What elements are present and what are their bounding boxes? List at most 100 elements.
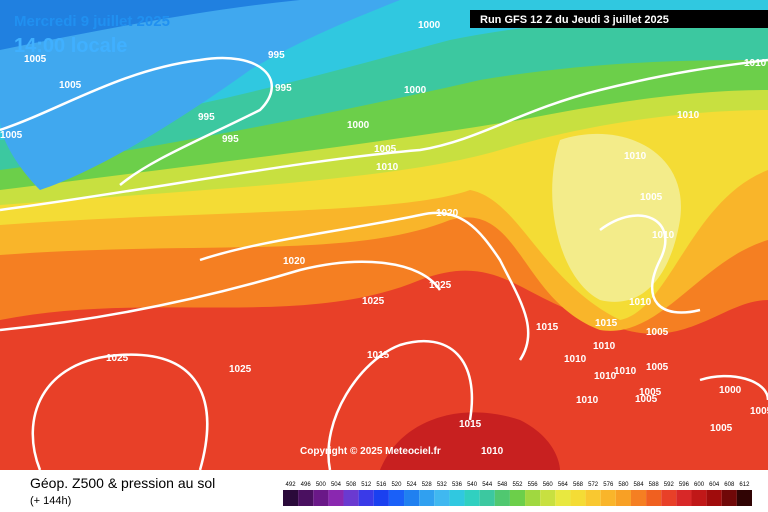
scale-label: 576 [603,482,614,488]
scale-swatch [298,490,314,506]
footer-lead: (+ 144h) [30,495,71,507]
isobar-label: 1020 [436,208,459,219]
isobar-label: 1005 [639,387,662,398]
scale-swatch [419,490,435,506]
isobar-label: 995 [268,50,285,61]
scale-swatch [646,490,662,506]
scale-label: 524 [407,482,418,488]
isobar-label: 1005 [0,130,23,141]
scale-swatch [464,490,480,506]
scale-label: 496 [301,482,312,488]
scale-label: 556 [528,482,539,488]
isobar-label: 1010 [624,151,647,162]
isobar-label: 1025 [229,364,252,375]
scale-swatch [570,490,586,506]
isobar-label: 1010 [576,395,599,406]
copyright: Copyright © 2025 Meteociel.fr [300,446,441,457]
isobar-label: 1005 [640,192,663,203]
isobar-label: 1010 [481,446,504,457]
scale-swatch [283,490,299,506]
scale-swatch [494,490,510,506]
isobar-label: 1015 [367,350,390,361]
isobar-label: 1000 [719,385,742,396]
isobar-label: 1010 [652,230,675,241]
isobar-label: 1005 [750,406,768,417]
scale-label: 548 [497,482,508,488]
isobar-label: 1005 [646,362,669,373]
isobar-label: 1005 [59,80,82,91]
scale-label: 536 [452,482,463,488]
scale-swatch [736,490,752,506]
scale-swatch [328,490,344,506]
scale-swatch [509,490,526,506]
scale-label: 508 [346,482,357,488]
scale-swatch [630,490,647,506]
scale-swatch [479,490,495,506]
isobar-label: 1010 [744,58,767,69]
isobar-label: 995 [198,112,215,123]
isobar-label: 1020 [283,256,306,267]
scale-swatch [358,490,374,506]
scale-swatch [585,490,601,506]
scale-label: 532 [437,482,448,488]
isobar-label: 1010 [593,341,616,352]
isobar-label: 1005 [24,54,47,65]
scale-swatch [555,490,571,506]
light-yellow-area [552,133,681,302]
time: 14:00 locale [14,35,127,57]
scale-label: 564 [558,482,569,488]
scale-swatch [706,490,722,506]
isobar-label: 995 [275,83,292,94]
run-box [470,10,768,28]
color-scale: 492 496 500 504 508 512 516 520 524 528 532 536 540 5… [283,482,752,506]
isobars [0,56,768,471]
isobar-labels: 1000995995100510059959951005100010001005… [0,20,768,457]
hot-area [380,412,560,470]
isobar-label: 995 [222,134,239,145]
scale-label: 516 [376,482,387,488]
scale-label: 592 [664,482,675,488]
blue-area [0,0,300,50]
isobar-label: 1025 [106,353,129,364]
scale-swatch [313,490,329,506]
isobar-label: 1025 [362,296,385,307]
scale-label: 572 [588,482,599,488]
scale-swatch [343,490,359,506]
scale-swatch [540,490,556,506]
run: Run GFS 12 Z du Jeudi 3 juillet 2025 [480,14,669,26]
scale-label: 504 [331,482,342,488]
scale-swatch [449,490,465,506]
light-blue-area [0,0,400,190]
scale-label: 608 [724,482,735,488]
isobar-label: 1010 [629,297,652,308]
scale-swatch [388,490,405,506]
scale-label: 520 [391,482,402,488]
isobar-label: 1015 [459,419,482,430]
scale-label: 528 [422,482,433,488]
scale-swatch [373,490,389,506]
isobar-label: 1000 [418,20,441,31]
scale-label: 540 [467,482,478,488]
scale-label: 492 [286,482,297,488]
scale-label: 568 [573,482,584,488]
footer-title: Géop. Z500 & pression au sol [30,475,215,491]
scale-swatch [721,490,737,506]
scale-label: 560 [543,482,554,488]
scale-swatch [525,490,541,506]
isobar-label: 1015 [536,322,559,333]
scale-swatch [404,490,420,506]
isobar-label: 1010 [594,371,617,382]
isobar-label: 1005 [646,327,669,338]
isobar-label: 1000 [404,85,427,96]
date: Mercredi 9 juillet 2025 [14,13,170,30]
isobar-label: 1005 [374,144,397,155]
isobar-label: 1010 [376,162,399,173]
isobar-label: 1005 [710,423,733,434]
scale-label: 544 [482,482,493,488]
isobar-label: 1005 [635,394,658,405]
isobar-label: 1025 [429,280,452,291]
scale-swatch [434,490,450,506]
isobar-label: 1010 [564,354,587,365]
scale-label: 612 [739,482,750,488]
